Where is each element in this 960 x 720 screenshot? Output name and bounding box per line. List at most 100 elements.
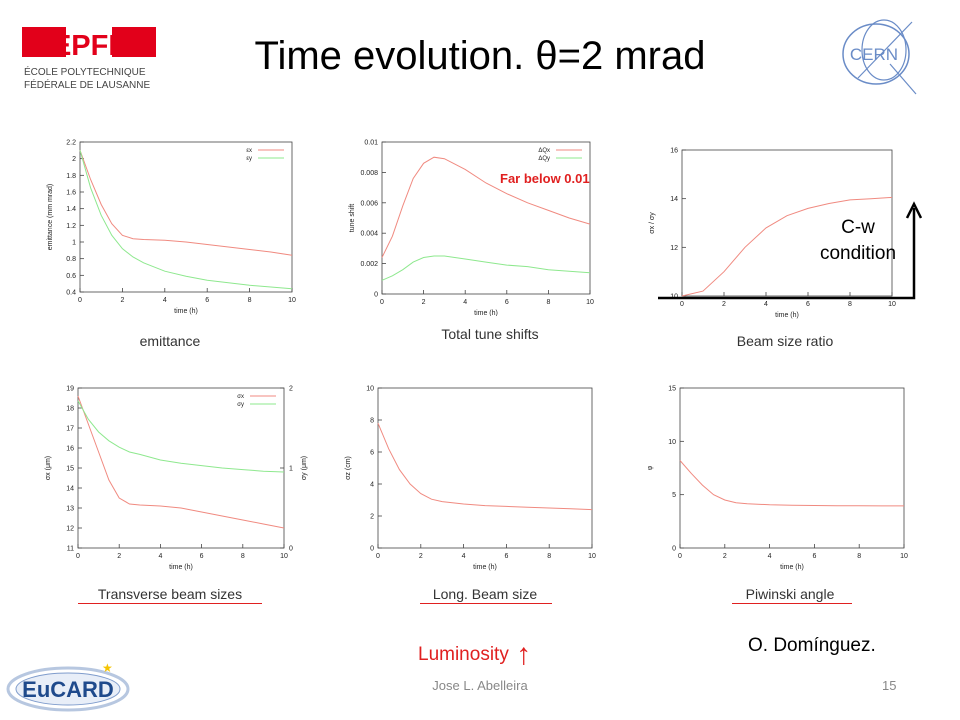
x-tick-label: 8 xyxy=(248,297,252,304)
y-tick-label: 13 xyxy=(66,506,74,513)
x-tick-label: 10 xyxy=(588,553,596,560)
y-axis-label: σx (μm) xyxy=(45,456,52,480)
x-tick-label: 4 xyxy=(163,297,167,304)
y-tick-label: 0.4 xyxy=(66,290,76,297)
y-tick-label: 5 xyxy=(672,492,676,499)
x-tick-label: 2 xyxy=(120,297,124,304)
y-tick-label: 12 xyxy=(66,526,74,533)
y-tick-label: 16 xyxy=(670,148,678,155)
y2-tick-label: 1 xyxy=(289,466,293,473)
y-tick-label: 6 xyxy=(370,450,374,457)
y-tick-label: 10 xyxy=(668,439,676,446)
y-tick-label: 0.8 xyxy=(66,256,76,263)
y-tick-label: 0.002 xyxy=(360,261,378,268)
x-tick-label: 10 xyxy=(900,553,908,560)
legend-label: σy xyxy=(237,402,244,408)
series-line xyxy=(79,150,293,256)
x-tick-label: 10 xyxy=(288,297,296,304)
caption-long-beam-size: Long. Beam size xyxy=(432,586,538,602)
y-tick-label: 0.004 xyxy=(360,231,378,238)
eucard-logo: EuCARD ★ xyxy=(6,661,132,712)
plot-frame xyxy=(377,387,593,549)
y-axis-label: φ xyxy=(647,465,654,470)
series-line xyxy=(681,196,893,297)
x-tick-label: 4 xyxy=(768,553,772,560)
underline-long xyxy=(420,603,552,604)
svg-text:CERN: CERN xyxy=(850,45,898,64)
y2-tick-label: 2 xyxy=(289,386,293,393)
x-tick-label: 8 xyxy=(546,299,550,306)
y-tick-label: 15 xyxy=(668,386,676,393)
caption-tune-shifts: Total tune shifts xyxy=(441,326,539,342)
x-tick-label: 0 xyxy=(76,553,80,560)
x-tick-label: 4 xyxy=(463,299,467,306)
x-tick-label: 2 xyxy=(422,299,426,306)
y-tick-label: 0 xyxy=(672,546,676,553)
underline-piwinski xyxy=(732,603,852,604)
x-tick-label: 2 xyxy=(117,553,121,560)
annotation-author: O. Domínguez. xyxy=(748,635,876,656)
chart-transverse-beam-sizes: 0 2 4 6 8 10 11 12 13 14 15 16 17 18 19 0 1 2 time (h) σx (… xyxy=(36,378,316,583)
x-tick-label: 8 xyxy=(547,553,551,560)
caption-beam-size-ratio: Beam size ratio xyxy=(736,333,834,349)
y-tick-label: 10 xyxy=(366,386,374,393)
series-line xyxy=(381,255,591,281)
plot-frame xyxy=(381,141,591,295)
x-tick-label: 4 xyxy=(462,553,466,560)
series-line xyxy=(679,460,904,507)
y-tick-label: 17 xyxy=(66,426,74,433)
y-tick-label: 0.6 xyxy=(66,273,76,280)
legend-label: ΔQx xyxy=(538,148,550,154)
epfl-logo: EPFL ÉCOLE POLYTECHNIQUE FÉDÉRALE DE LAU… xyxy=(22,25,158,95)
chart-beam-size-ratio: 0 2 4 6 8 10 10 12 14 16 time (h) σx / σy xyxy=(640,140,910,325)
x-axis-label: time (h) xyxy=(780,564,804,571)
y-tick-label: 0.008 xyxy=(360,170,378,177)
y-tick-label: 14 xyxy=(66,486,74,493)
x-tick-label: 6 xyxy=(205,297,209,304)
x-tick-label: 10 xyxy=(280,553,288,560)
annotation-cw-line1: C-w xyxy=(841,217,875,238)
x-tick-label: 2 xyxy=(722,301,726,308)
x-tick-label: 0 xyxy=(78,297,82,304)
footer-author: Jose L. Abelleira xyxy=(432,678,528,693)
svg-text:FÉDÉRALE DE LAUSANNE: FÉDÉRALE DE LAUSANNE xyxy=(24,78,150,91)
x-axis-label: time (h) xyxy=(169,564,193,571)
x-tick-label: 4 xyxy=(158,553,162,560)
y-tick-label: 1 xyxy=(72,240,76,247)
annotation-luminosity: Luminosity ↑ xyxy=(418,634,531,671)
x-tick-label: 6 xyxy=(812,553,816,560)
series-line xyxy=(79,150,293,290)
legend-label: εx xyxy=(246,148,252,154)
legend-label: σx xyxy=(237,394,244,400)
y-tick-label: 2.2 xyxy=(66,140,76,147)
x-tick-label: 8 xyxy=(857,553,861,560)
y-tick-label: 1.4 xyxy=(66,206,76,213)
page-number: 15 xyxy=(882,678,897,693)
x-axis-label: time (h) xyxy=(474,310,498,316)
x-tick-label: 8 xyxy=(848,301,852,308)
series-line xyxy=(77,395,285,529)
x-tick-label: 0 xyxy=(380,299,384,306)
chart-piwinski-angle: 0 2 4 6 8 10 0 5 10 15 time (h) φ xyxy=(640,378,920,583)
underline-transverse xyxy=(78,603,262,604)
series-line xyxy=(377,423,593,511)
x-axis-label: time (h) xyxy=(174,308,198,315)
y-tick-label: 11 xyxy=(67,546,74,553)
x-axis-label: time (h) xyxy=(775,312,799,319)
y-tick-label: 15 xyxy=(66,466,74,473)
y-axis-label: tune shift xyxy=(349,204,356,232)
x-tick-label: 6 xyxy=(505,299,509,306)
svg-text:EPFL: EPFL xyxy=(52,30,126,62)
annotation-cw-condition: C-w condition xyxy=(803,215,913,267)
y-tick-label: 2 xyxy=(370,514,374,521)
y-tick-label: 0 xyxy=(374,292,378,299)
y-tick-label: 18 xyxy=(66,406,74,413)
y-tick-label: 0.006 xyxy=(360,200,378,207)
y2-axis-label: σy (μm) xyxy=(301,456,308,480)
x-tick-label: 6 xyxy=(806,301,810,308)
y-tick-label: 2 xyxy=(72,156,76,163)
y-tick-label: 0 xyxy=(370,546,374,553)
x-tick-label: 10 xyxy=(586,299,594,306)
star-icon: ★ xyxy=(102,662,113,675)
x-tick-label: 6 xyxy=(200,553,204,560)
